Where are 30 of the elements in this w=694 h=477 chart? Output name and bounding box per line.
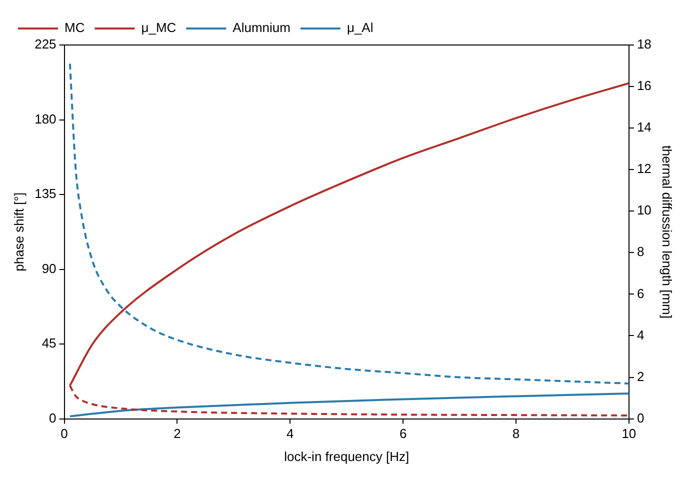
legend-label: Alumnium <box>232 20 290 36</box>
y-tick-label: 180 <box>34 111 56 126</box>
y2-tick-label: 12 <box>636 161 652 176</box>
x-tick-label: 8 <box>512 426 520 442</box>
y-tick-label: 135 <box>34 186 56 202</box>
y2-tick-label: 6 <box>636 286 644 301</box>
line-series <box>68 392 629 418</box>
y2-tick-label: 10 <box>636 202 652 218</box>
y2-tick-label: 0 <box>636 410 644 426</box>
y-tick-label: 90 <box>42 260 56 276</box>
y2-axis-title: thermal diffussion length [mm] <box>660 145 675 318</box>
y-tick-label: 0 <box>49 410 56 426</box>
y2-tick-label: 2 <box>636 368 644 384</box>
y2-tick-label: 18 <box>636 36 652 52</box>
x-tick-label: 6 <box>399 426 407 442</box>
y2-tick-label: 8 <box>636 244 644 260</box>
legend-label: MC <box>64 20 85 36</box>
x-axis-title: lock-in frequency [Hz] <box>284 448 410 464</box>
y2-tick-label: 4 <box>636 327 644 342</box>
legend-label: μ_Al <box>346 20 374 36</box>
y-tick-label: 225 <box>34 36 56 52</box>
y2-tick-label: 14 <box>636 120 652 135</box>
y-axis-title: phase shift [°] <box>11 192 26 272</box>
x-tick-label: 2 <box>174 426 181 442</box>
y2-tick-label: 16 <box>636 78 652 94</box>
legend-label: μ_MC <box>141 20 176 36</box>
y-tick-label: 45 <box>42 336 56 351</box>
x-tick-label: 4 <box>286 426 294 442</box>
x-tick-label: 10 <box>622 426 636 442</box>
x-tick-label: 0 <box>60 426 68 442</box>
